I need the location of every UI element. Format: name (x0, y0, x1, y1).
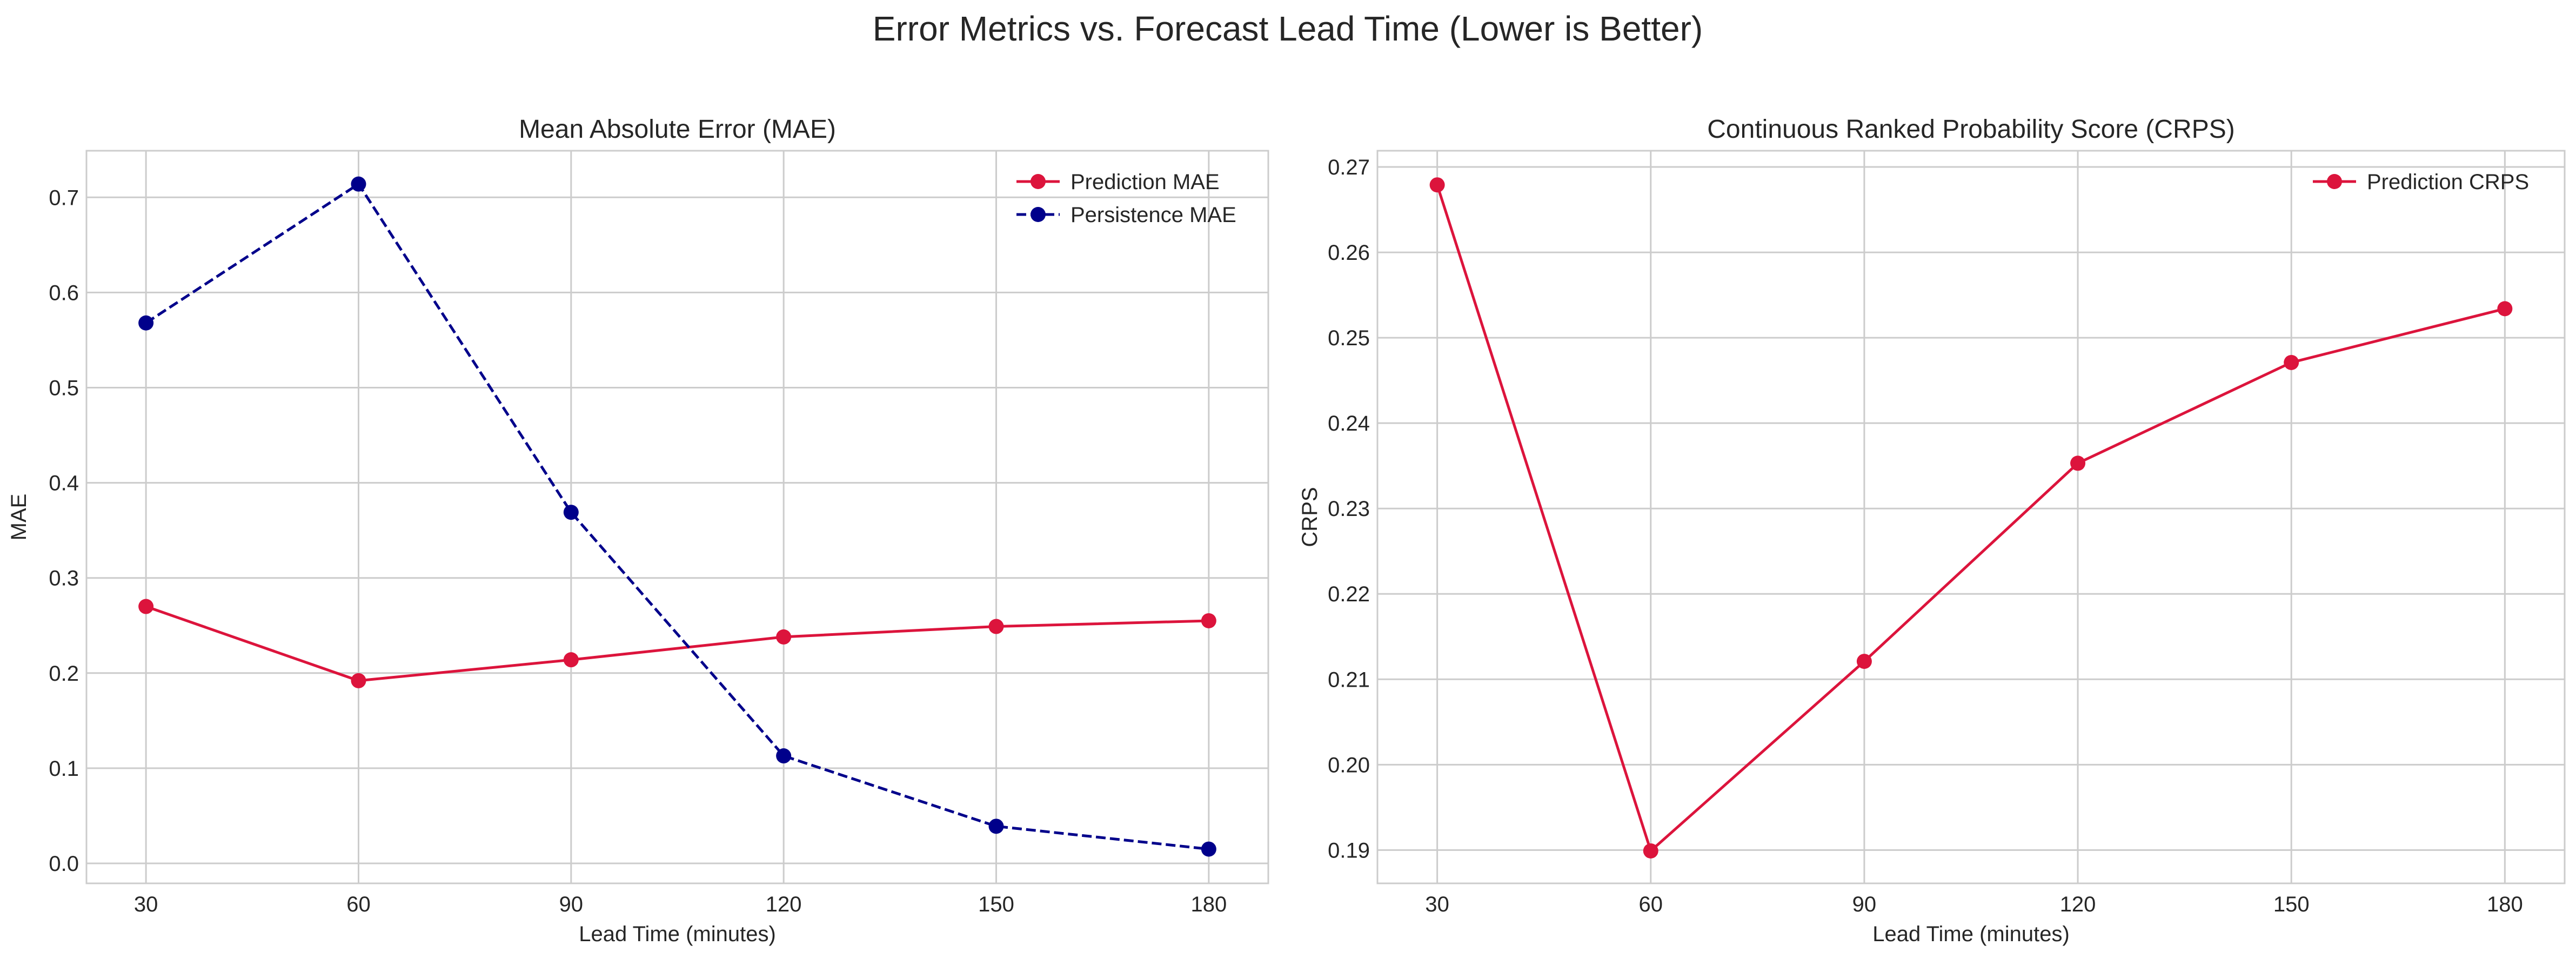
chart-1-legend-2-label: Persistence MAE (1070, 203, 1236, 227)
chart-1-series-2-point-2 (351, 176, 366, 192)
chart-2-group: 30 60 90 120 150 180 0.19 0.20 0.21 0.22 0.23 0.24 0… (1298, 115, 2566, 946)
chart-1-xlabel: Lead Time (minutes) (579, 922, 776, 946)
chart-2-xtick-60: 60 (1639, 893, 1663, 916)
chart-1-series-2-point-1 (138, 315, 154, 331)
chart-2-ytick-0.27: 0.27 (1328, 156, 1370, 179)
chart-2-ytick-0.19: 0.19 (1328, 839, 1370, 862)
chart-2-series-1-point-2 (1643, 843, 1658, 859)
chart-1-series-1-line (145, 605, 1209, 682)
chart-2-series-1-line (1436, 184, 2506, 853)
chart-2-xtick-30: 30 (1425, 893, 1449, 916)
chart-2-ytick-0.22: 0.22 (1328, 582, 1370, 606)
chart-2-series-1-point-5 (2284, 354, 2299, 370)
chart-1-ytick-0.0: 0.0 (49, 852, 79, 876)
chart-2-ytick-0.21: 0.21 (1328, 668, 1370, 692)
chart-2-ylabel: CRPS (1298, 487, 1322, 547)
chart-2-ytick-0.25: 0.25 (1328, 326, 1370, 350)
chart-1-series-2-point-3 (563, 505, 579, 520)
chart-2-ytick-0.23: 0.23 (1328, 497, 1370, 521)
chart-1-frame (85, 150, 1269, 884)
chart-1-xtick-60: 60 (346, 893, 371, 916)
chart-1-ytick-0.7: 0.7 (49, 186, 79, 210)
chart-1-group: 30 60 90 120 150 180 0.0 0.1 0.2 0.3 0.4 0.5 0.6 0.7 M… (7, 115, 1269, 946)
chart-1-legend-2-marker (1031, 207, 1046, 222)
chart-1-series-1-point-3 (563, 652, 579, 668)
chart-1-title: Mean Absolute Error (MAE) (519, 115, 836, 144)
chart-2-ytick-0.24: 0.24 (1328, 412, 1370, 435)
chart-1-ytick-0.5: 0.5 (49, 376, 79, 400)
chart-2-series-1-point-6 (2497, 301, 2513, 317)
chart-2-title: Continuous Ranked Probability Score (CRP… (1707, 115, 2234, 144)
chart-2-legend-1-marker (2327, 174, 2342, 189)
chart-1-xtick-120: 120 (766, 893, 802, 916)
chart-2-legend-1-label: Prediction CRPS (2367, 170, 2529, 194)
chart-1-xtick-30: 30 (134, 893, 158, 916)
chart-2-series-1-point-1 (1429, 177, 1445, 193)
chart-1-ylabel: MAE (7, 494, 31, 541)
chart-1-ytick-0.6: 0.6 (49, 281, 79, 305)
chart-1-ytick-0.4: 0.4 (49, 472, 79, 495)
chart-2-series-1-point-3 (1856, 654, 1872, 669)
chart-1-series-1-point-6 (1201, 613, 1216, 628)
chart-2-xtick-120: 120 (2060, 893, 2096, 916)
chart-2-ytick-0.26: 0.26 (1328, 241, 1370, 265)
chart-1-ytick-0.1: 0.1 (49, 757, 79, 781)
chart-1-ytick-0.2: 0.2 (49, 662, 79, 686)
chart-1-xtick-180: 180 (1190, 893, 1227, 916)
chart-2-xtick-180: 180 (2487, 893, 2523, 916)
chart-1-series-2-point-4 (776, 748, 792, 764)
chart-1-ytick-0.3: 0.3 (49, 567, 79, 591)
chart-1-series-1-point-2 (351, 673, 366, 688)
chart-1-xtick-90: 90 (559, 893, 584, 916)
figure-suptitle: Error Metrics vs. Forecast Lead Time (Lo… (873, 9, 1703, 48)
chart-2-series-1-point-4 (2070, 455, 2086, 471)
chart-1-legend-1-label: Prediction MAE (1070, 170, 1220, 194)
chart-1-xtick-150: 150 (978, 893, 1014, 916)
chart-2-ytick-0.20: 0.20 (1328, 753, 1370, 777)
chart-1-series-2-line (145, 183, 1209, 851)
chart-1-series-1-point-1 (138, 599, 154, 614)
chart-2-xtick-150: 150 (2273, 893, 2310, 916)
chart-1-series-2-point-6 (1201, 841, 1216, 857)
chart-1-series-1-point-5 (988, 619, 1004, 634)
chart-2-frame (1376, 150, 2566, 884)
chart-2-xlabel: Lead Time (minutes) (1872, 922, 2070, 946)
chart-2-xtick-90: 90 (1852, 893, 1877, 916)
chart-1-legend-1-marker (1031, 174, 1046, 189)
chart-1-series-2-point-5 (988, 819, 1004, 834)
chart-1-series-1-point-4 (776, 629, 792, 645)
